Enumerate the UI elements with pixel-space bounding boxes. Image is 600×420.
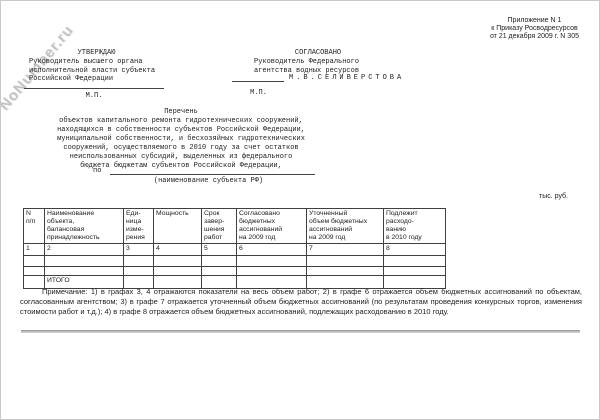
approve-signature-line xyxy=(24,80,164,89)
appendix-line: Приложение N 1 xyxy=(507,17,562,24)
col-number: 7 xyxy=(306,243,384,256)
subject-caption: (наименование субъекта РФ) xyxy=(153,177,264,185)
title-line: бюджета бюджетам субъектов Российской Фе… xyxy=(80,162,282,170)
col-header-unit: Еди- ница изме- рения xyxy=(123,208,154,244)
subject-fill-row: по xyxy=(93,166,316,175)
table-row xyxy=(23,266,446,276)
note-paragraph: Примечание: 1) в графах 3, 4 отражаются … xyxy=(20,287,582,316)
appendix-line: от 21 декабря 2009 г. N 305 xyxy=(489,33,579,40)
table-row xyxy=(23,255,446,267)
title-line: муниципальной собственности, и бесхозяйн… xyxy=(57,135,305,143)
col-header-object-name: Наименование объекта, балансовая принадл… xyxy=(44,208,124,244)
approve-line: Российской Федерации xyxy=(29,75,114,84)
col-header-capacity: Мощность xyxy=(153,208,202,244)
approve-line: исполнительной власти субъекта xyxy=(29,66,156,75)
col-header-agreed-2009: Согласовано бюджетных ассигнований на 20… xyxy=(236,208,307,244)
empty-cell xyxy=(383,255,446,267)
col-header-spend-2010: Подлежит расходо- ванию в 2010 году xyxy=(383,208,446,244)
empty-cell xyxy=(23,266,45,276)
appendix-reference: Приложение N 1 к Приказу Росводресурсов … xyxy=(490,17,579,41)
title-line: Перечень xyxy=(164,108,198,116)
empty-cell xyxy=(201,266,237,276)
empty-cell xyxy=(383,275,446,289)
col-number: 3 xyxy=(123,243,154,256)
po-label: по xyxy=(93,167,102,175)
agree-signature-row: М.В.СЕЛИВЕРСТОВА xyxy=(232,72,404,82)
title-line: неиспользованных субсидий, выделенных из… xyxy=(69,153,293,161)
empty-cell xyxy=(153,266,202,276)
agree-block: СОГЛАСОВАНО Руководитель Федерального аг… xyxy=(251,49,411,75)
empty-cell xyxy=(23,255,45,267)
empty-cell xyxy=(123,266,154,276)
empty-cell xyxy=(383,266,446,276)
table-header-row: N п/п Наименование объекта, балансовая п… xyxy=(23,208,446,244)
empty-cell xyxy=(306,255,384,267)
col-number: 1 xyxy=(23,243,45,256)
col-number: 5 xyxy=(201,243,237,256)
agree-line: агентства водных ресурсов xyxy=(254,66,360,75)
col-number: 2 xyxy=(44,243,124,256)
title-line: находящихся в собственности субъектов Ро… xyxy=(57,126,305,134)
approve-title: УТВЕРЖДАЮ xyxy=(77,49,116,57)
agree-signature-line xyxy=(232,72,284,82)
empty-cell xyxy=(123,255,154,267)
approve-stamp-label: М.П. xyxy=(85,92,103,100)
objects-table: N п/п Наименование объекта, балансовая п… xyxy=(23,208,446,289)
empty-cell xyxy=(236,266,307,276)
empty-cell xyxy=(44,266,124,276)
empty-cell xyxy=(236,255,307,267)
title-line: сооружений, осуществляемого в 2010 году … xyxy=(63,144,299,152)
col-number: 4 xyxy=(153,243,202,256)
empty-cell xyxy=(201,255,237,267)
approve-block: УТВЕРЖДАЮ Руководитель высшего органа ис… xyxy=(24,49,169,84)
units-label: тыс. руб. xyxy=(539,193,568,200)
agree-title: СОГЛАСОВАНО xyxy=(294,49,342,57)
approve-line: Руководитель высшего органа xyxy=(29,57,143,66)
column-numbers-row: 1 2 3 4 5 6 7 8 xyxy=(23,243,446,256)
title-line: объектов капитального ремонта гидротехни… xyxy=(59,117,303,125)
agree-signature-name: М.В.СЕЛИВЕРСТОВА xyxy=(289,74,405,82)
bottom-divider xyxy=(21,330,580,333)
appendix-line: к Приказу Росводресурсов xyxy=(491,25,578,32)
total-row: ИТОГО xyxy=(23,275,446,289)
col-header-completion: Срок завер- шения работ xyxy=(201,208,237,244)
col-header-num: N п/п xyxy=(23,208,45,244)
col-number: 6 xyxy=(236,243,307,256)
col-header-updated-2009: Уточненный объем бюджетных ассигнований … xyxy=(306,208,384,244)
agree-line: Руководитель Федерального xyxy=(254,57,360,66)
document-title: Перечень объектов капитального ремонта г… xyxy=(41,108,321,171)
empty-cell xyxy=(153,255,202,267)
agree-stamp-label: М.П. xyxy=(250,89,267,97)
col-number: 8 xyxy=(383,243,446,256)
empty-cell xyxy=(44,255,124,267)
empty-cell xyxy=(306,266,384,276)
subject-fill-line xyxy=(110,166,316,175)
